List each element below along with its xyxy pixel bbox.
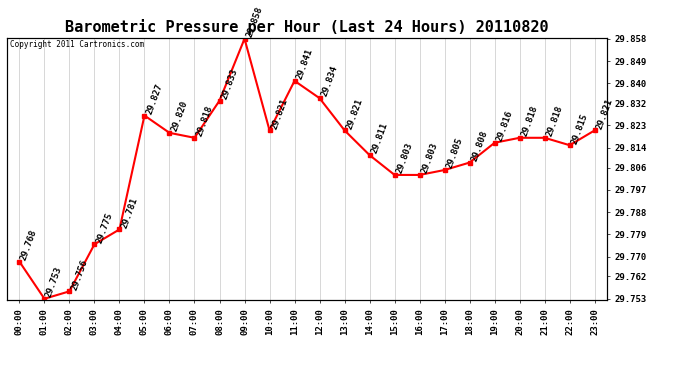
Text: 29.821: 29.821 [595, 97, 614, 130]
Text: 29.833: 29.833 [219, 67, 239, 100]
Text: 29.805: 29.805 [444, 136, 464, 170]
Text: 29.821: 29.821 [270, 97, 289, 130]
Title: Barometric Pressure per Hour (Last 24 Hours) 20110820: Barometric Pressure per Hour (Last 24 Ho… [66, 19, 549, 35]
Text: 29.753: 29.753 [44, 266, 64, 299]
Text: 29.818: 29.818 [520, 104, 539, 138]
Text: 29.834: 29.834 [319, 65, 339, 98]
Text: 29.803: 29.803 [395, 141, 414, 175]
Text: 29.827: 29.827 [144, 82, 164, 116]
Text: 29.841: 29.841 [295, 48, 314, 81]
Text: 29.858: 29.858 [244, 5, 264, 39]
Text: 29.815: 29.815 [570, 112, 589, 145]
Text: 29.818: 29.818 [544, 104, 564, 138]
Text: 29.768: 29.768 [19, 228, 39, 262]
Text: 29.775: 29.775 [95, 211, 114, 244]
Text: 29.816: 29.816 [495, 110, 514, 143]
Text: Copyright 2011 Cartronics.com: Copyright 2011 Cartronics.com [10, 40, 144, 49]
Text: 29.803: 29.803 [420, 141, 439, 175]
Text: 29.818: 29.818 [195, 104, 214, 138]
Text: 29.781: 29.781 [119, 196, 139, 230]
Text: 29.820: 29.820 [170, 99, 189, 133]
Text: 29.821: 29.821 [344, 97, 364, 130]
Text: 29.808: 29.808 [470, 129, 489, 162]
Text: 29.811: 29.811 [370, 122, 389, 155]
Text: 29.756: 29.756 [70, 258, 89, 291]
